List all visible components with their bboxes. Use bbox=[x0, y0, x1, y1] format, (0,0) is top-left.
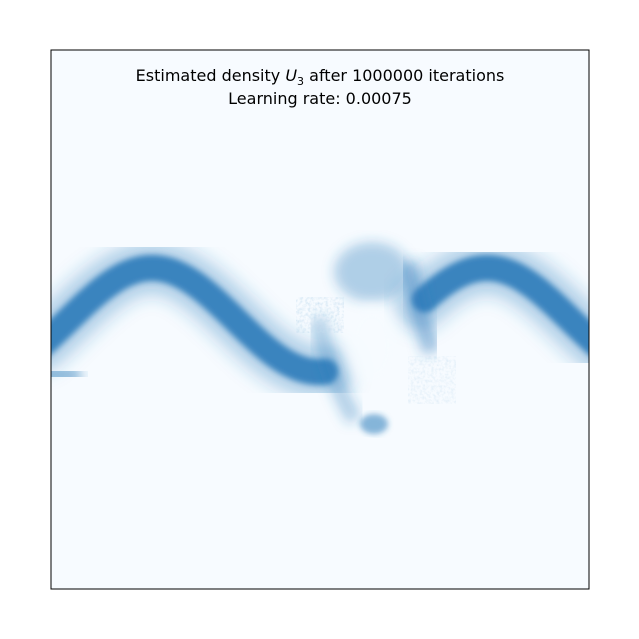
chart-subtitle: Learning rate: 0.00075 bbox=[228, 89, 412, 108]
ridge-core-left bbox=[51, 255, 338, 386]
cutoff-region bbox=[51, 372, 589, 589]
central-hollow bbox=[346, 305, 398, 385]
chart-title-symbol: U bbox=[285, 66, 297, 85]
central-blob-bottom bbox=[360, 414, 388, 434]
chart-title-subscript: 3 bbox=[297, 75, 304, 88]
density-layer bbox=[51, 242, 589, 589]
central-blob-top bbox=[334, 242, 410, 302]
speckle-right bbox=[412, 360, 452, 400]
central-right-arm bbox=[399, 260, 441, 356]
axes-frame bbox=[50, 49, 590, 590]
left-tail bbox=[51, 362, 84, 386]
central-left-arm bbox=[310, 316, 362, 425]
chart-title: Estimated density U3 after 1000000 itera… bbox=[136, 66, 505, 88]
ridge-core-right bbox=[412, 255, 589, 355]
speckle-left bbox=[300, 300, 340, 330]
chart-title-suffix: after 1000000 iterations bbox=[304, 66, 504, 85]
chart-title-prefix: Estimated density bbox=[136, 66, 286, 85]
